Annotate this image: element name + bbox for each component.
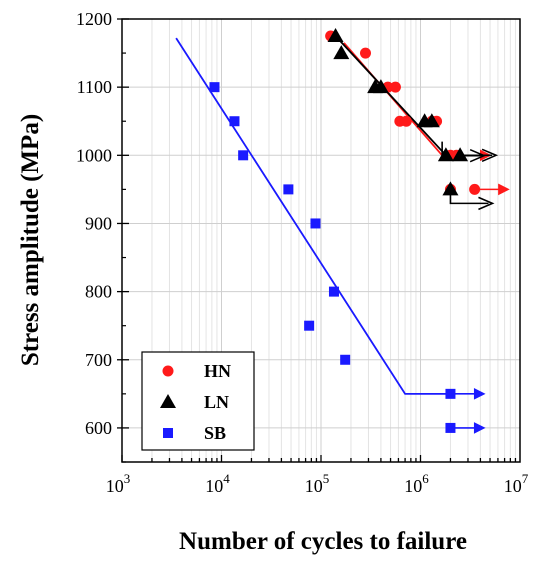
data-point-ln [423, 113, 440, 128]
runout-arrow-ln [460, 148, 499, 163]
fit-lines [175, 35, 451, 395]
y-tick-label: 1100 [77, 77, 112, 97]
legend-label-ln: LN [204, 392, 229, 412]
legend-marker-ln [160, 394, 176, 408]
data-point-ln [452, 147, 469, 162]
runout-arrow-sb [450, 422, 486, 434]
x-tick-label: 103 [106, 471, 131, 496]
fit-line-ln [334, 35, 447, 156]
data-point-ln [333, 45, 350, 60]
fit-line-sb [175, 37, 451, 395]
y-tick-label: 600 [85, 418, 112, 438]
runout-arrow-sb-head [473, 422, 486, 434]
legend-marker-sb [163, 428, 173, 438]
legend-label-hn: HN [204, 361, 231, 381]
x-tick-label: 104 [205, 471, 230, 496]
legend-label-sb: SB [204, 423, 226, 443]
legend-box [141, 351, 255, 451]
data-point-sb [209, 82, 220, 93]
legend: HN LN SB [141, 351, 255, 451]
data-point-sb [445, 422, 456, 433]
data-point-hn [389, 81, 401, 93]
x-tick-label: 106 [404, 471, 429, 496]
data-point-ln [437, 147, 454, 162]
data-point-sb [328, 286, 339, 297]
data-point-sb [445, 388, 456, 399]
axis-ticks [117, 18, 517, 463]
data-point-sb [238, 150, 249, 161]
runout-arrow-hn-head [498, 183, 510, 196]
data-markers [209, 28, 481, 433]
y-axis-title: Stress amplitude (MPa) [17, 114, 44, 366]
data-point-hn [400, 115, 412, 127]
legend-marker-hn [162, 365, 174, 377]
y-tick-label: 900 [85, 213, 112, 233]
y-tick-label: 800 [85, 282, 112, 302]
data-point-sb [304, 320, 315, 331]
x-tick-label: 105 [305, 471, 330, 496]
data-point-hn [469, 183, 481, 195]
runout-arrow-sb [450, 388, 486, 400]
data-point-sb [229, 116, 240, 127]
y-tick-label: 1200 [76, 9, 112, 29]
y-tick-labels: 600 700 800 900 1000 1100 1200 [76, 9, 112, 438]
data-point-hn [359, 47, 371, 59]
data-point-sb [283, 184, 294, 195]
grid [122, 19, 520, 462]
data-point-sb [310, 218, 321, 229]
data-point-ln [442, 181, 459, 196]
x-tick-labels: 103 104 105 106 107 [106, 471, 529, 496]
data-point-ln [327, 28, 344, 43]
y-tick-label: 700 [85, 350, 112, 370]
x-tick-label: 107 [504, 471, 529, 496]
y-tick-label: 1000 [76, 145, 112, 165]
data-point-ln [372, 79, 389, 94]
runout-arrow-sb-head [473, 388, 486, 400]
x-axis-title: Number of cycles to failure [179, 528, 467, 555]
data-point-sb [340, 354, 351, 365]
runout-arrow-ln-head [478, 196, 495, 211]
runout-arrow-ln-head [481, 148, 499, 163]
